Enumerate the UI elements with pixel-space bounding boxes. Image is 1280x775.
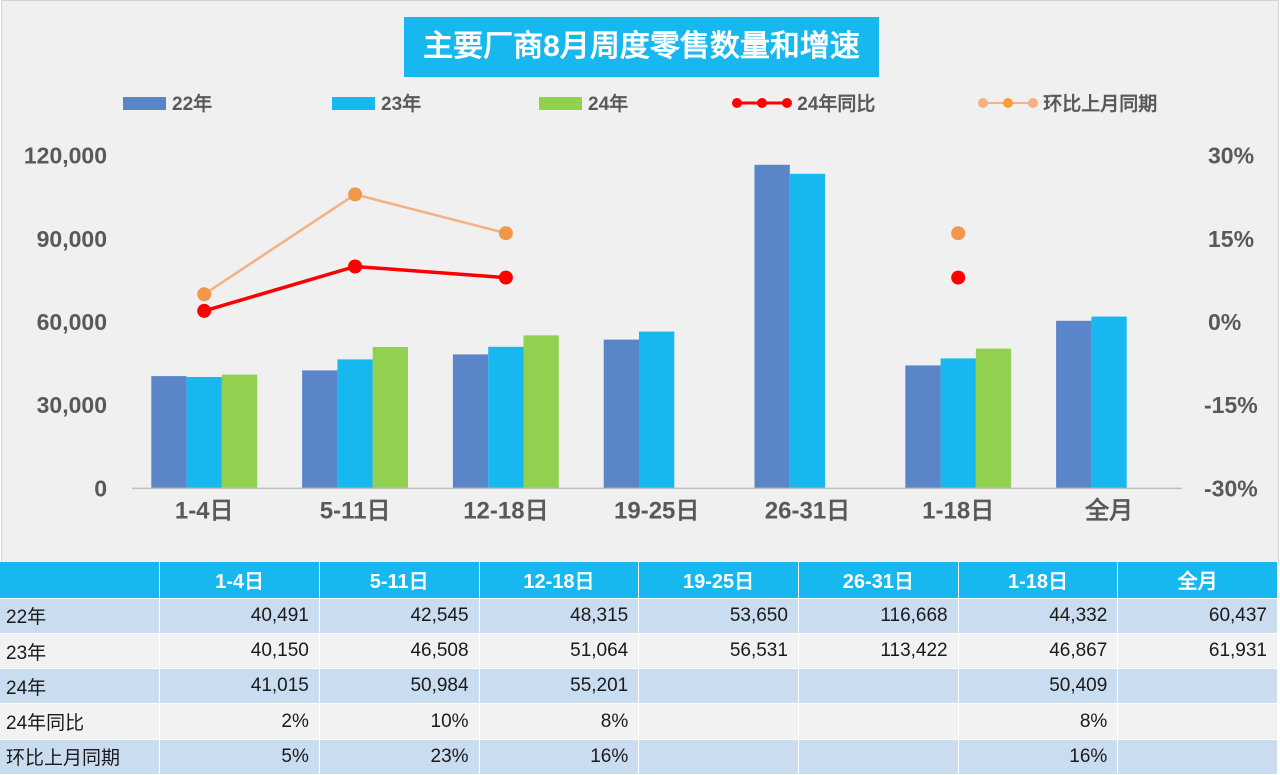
svg-text:60,000: 60,000 bbox=[37, 309, 107, 335]
svg-text:1-4日: 1-4日 bbox=[175, 497, 234, 524]
svg-text:-30%: -30% bbox=[1204, 475, 1258, 501]
svg-text:19-25日: 19-25日 bbox=[614, 497, 699, 524]
svg-text:-15%: -15% bbox=[1204, 392, 1258, 418]
svg-text:26-31日: 26-31日 bbox=[765, 497, 850, 524]
svg-text:15%: 15% bbox=[1208, 226, 1254, 252]
svg-text:120,000: 120,000 bbox=[24, 143, 107, 169]
svg-text:1-18日: 1-18日 bbox=[922, 497, 994, 524]
svg-text:全月: 全月 bbox=[1084, 496, 1133, 524]
svg-text:0: 0 bbox=[94, 475, 107, 501]
svg-text:5-11日: 5-11日 bbox=[320, 497, 391, 524]
svg-text:90,000: 90,000 bbox=[37, 226, 107, 252]
svg-text:12-18日: 12-18日 bbox=[463, 497, 548, 524]
svg-text:0%: 0% bbox=[1208, 309, 1241, 335]
svg-text:30%: 30% bbox=[1208, 143, 1254, 169]
svg-text:30,000: 30,000 bbox=[37, 392, 107, 418]
